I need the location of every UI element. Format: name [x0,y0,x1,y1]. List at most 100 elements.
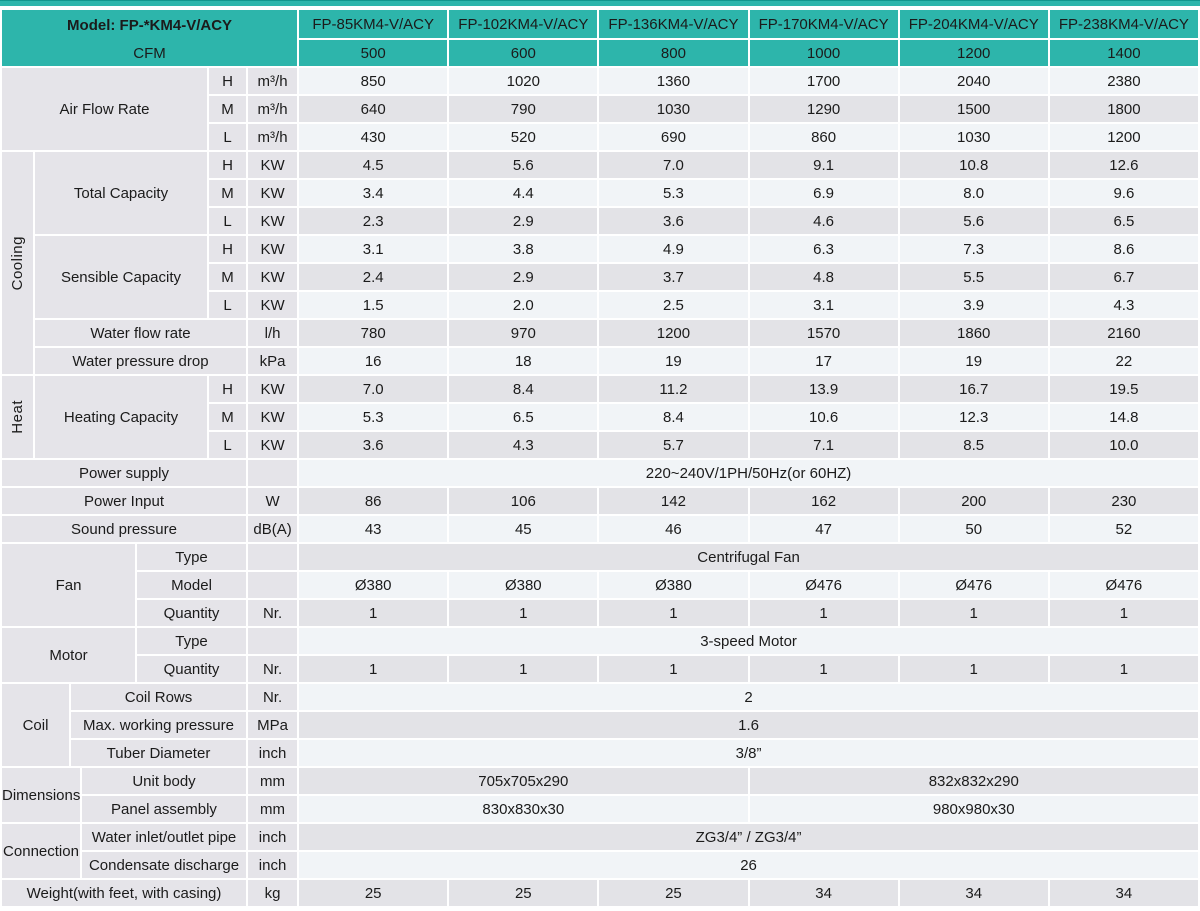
value-cell: 4.9 [597,234,750,264]
value-cell: 2160 [1047,318,1200,348]
section-label-heat: Heat [0,374,35,460]
value-cell: 9.1 [747,150,900,180]
value-cell: 9.6 [1047,178,1200,208]
value-cell: 25 [597,878,750,908]
value-cell: 1.5 [297,290,450,320]
value-cell: 2.9 [447,206,600,236]
value-cell: 3.1 [297,234,450,264]
sub-label-quantity: Quantity [135,598,248,628]
cfm-header-label: CFM [133,44,166,62]
value-cell: 1500 [897,94,1050,124]
unit-label: dB(A) [245,514,300,544]
value-cell: 1020 [447,66,600,96]
value-cell: 690 [597,122,750,152]
cfm-value: 1400 [1047,38,1200,68]
merged-value-cell: 3/8” [297,738,1200,768]
unit-label: l/h [245,318,300,348]
cfm-value: 1000 [747,38,900,68]
row-label-heating-capacity: Heating Capacity [33,374,209,460]
cfm-value: 1200 [897,38,1050,68]
unit-label: inch [245,850,300,880]
row-label-weight: Weight(with feet, with casing) [0,878,248,908]
speed-label: H [207,234,248,264]
unit-label: KW [245,234,300,264]
value-cell: 850 [297,66,450,96]
speed-label: H [207,66,248,96]
row-label-coil-rows: Coil Rows [69,682,248,712]
value-cell: 1700 [747,66,900,96]
unit-label: Nr. [245,654,300,684]
value-cell: 860 [747,122,900,152]
value-cell: 7.0 [597,150,750,180]
model-header-label: Model: FP-*KM4-V/ACY [67,16,233,34]
value-cell: 3.7 [597,262,750,292]
merged-value-cell: 2 [297,682,1200,712]
value-cell: 7.1 [747,430,900,460]
unit-label-empty [245,626,300,656]
value-cell: 1030 [897,122,1050,152]
value-cell: 4.8 [747,262,900,292]
cfm-value: 500 [297,38,450,68]
unit-label-empty [245,570,300,600]
row-label-power-supply: Power supply [0,458,248,488]
column-header: FP-102KM4-V/ACY [447,8,600,40]
unit-label: KW [245,374,300,404]
value-cell: 7.3 [897,234,1050,264]
heat-vertical-label: Heat [9,400,26,434]
value-cell: Ø476 [1047,570,1200,600]
speed-label: H [207,374,248,404]
merged-value-cell: 980x980x30 [747,794,1200,824]
column-header: FP-136KM4-V/ACY [597,8,750,40]
section-label-connection: Connection [0,822,82,880]
value-cell: 46 [597,514,750,544]
value-cell: Ø380 [597,570,750,600]
value-cell: 2.0 [447,290,600,320]
unit-label: inch [245,738,300,768]
unit-label: m³/h [245,66,300,96]
value-cell: 19 [897,346,1050,376]
value-cell: 16.7 [897,374,1050,404]
value-cell: 6.5 [447,402,600,432]
value-cell: 34 [897,878,1050,908]
value-cell: 1 [597,598,750,628]
value-cell: 6.5 [1047,206,1200,236]
value-cell: 970 [447,318,600,348]
value-cell: 106 [447,486,600,516]
value-cell: 7.0 [297,374,450,404]
value-cell: 1 [897,654,1050,684]
value-cell: 790 [447,94,600,124]
cooling-vertical-label: Cooling [9,235,26,291]
value-cell: 1 [597,654,750,684]
value-cell: 5.6 [897,206,1050,236]
value-cell: 12.6 [1047,150,1200,180]
value-cell: 5.5 [897,262,1050,292]
unit-label: KW [245,290,300,320]
merged-value-cell: ZG3/4” / ZG3/4” [297,822,1200,852]
value-cell: 1860 [897,318,1050,348]
value-cell: 4.5 [297,150,450,180]
speed-label: L [207,122,248,152]
unit-label: KW [245,402,300,432]
column-header: FP-204KM4-V/ACY [897,8,1050,40]
merged-value-cell: 832x832x290 [747,766,1200,796]
value-cell: 5.3 [597,178,750,208]
row-label-unit-body: Unit body [80,766,248,796]
unit-label: Nr. [245,682,300,712]
value-cell: 1570 [747,318,900,348]
unit-label: MPa [245,710,300,740]
column-header: FP-238KM4-V/ACY [1047,8,1200,40]
value-cell: Ø380 [297,570,450,600]
value-cell: 6.3 [747,234,900,264]
value-cell: 3.4 [297,178,450,208]
value-cell: 1800 [1047,94,1200,124]
unit-label-empty [245,542,300,572]
value-cell: 86 [297,486,450,516]
value-cell: 4.6 [747,206,900,236]
row-label-water-pressure-drop: Water pressure drop [33,346,248,376]
unit-label-empty [245,458,300,488]
value-cell: 8.4 [597,402,750,432]
row-label-water-flow-rate: Water flow rate [33,318,248,348]
unit-label: KW [245,178,300,208]
value-cell: 25 [297,878,450,908]
value-cell: 1360 [597,66,750,96]
